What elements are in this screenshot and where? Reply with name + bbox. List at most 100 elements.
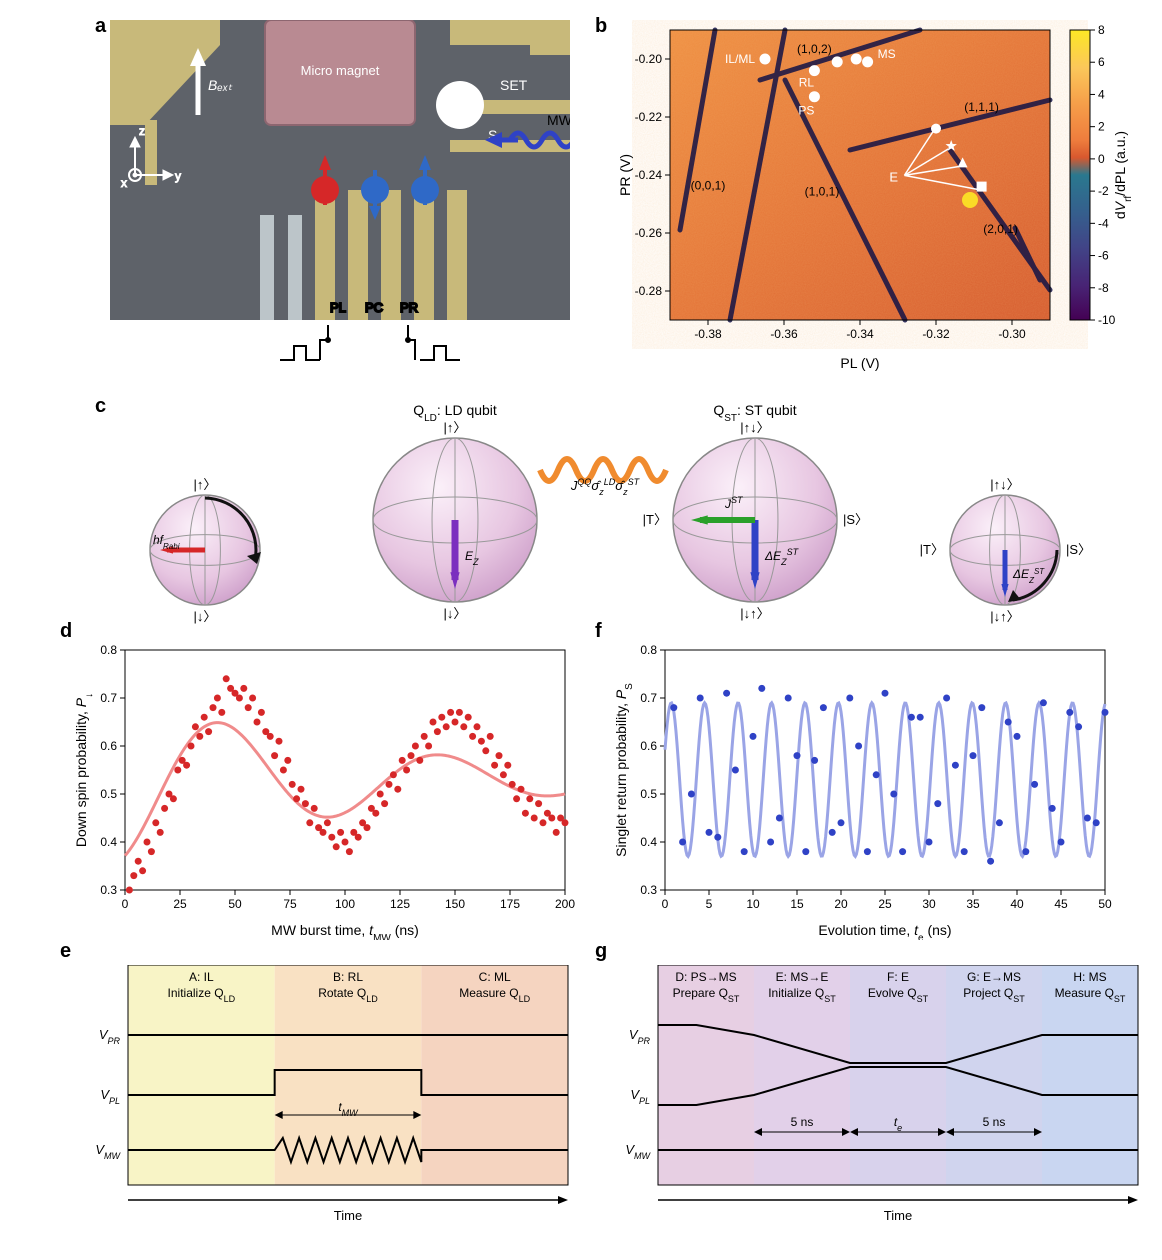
svg-text:75: 75 xyxy=(283,897,297,911)
panel-label-g: g xyxy=(595,940,607,963)
svg-text:150: 150 xyxy=(445,897,465,911)
svg-text:45: 45 xyxy=(1054,897,1068,911)
set-circle xyxy=(436,81,484,129)
svg-text:|↓〉: |↓〉 xyxy=(194,609,217,624)
svg-text:PC: PC xyxy=(365,300,383,315)
svg-text:|↑〉: |↑〉 xyxy=(444,420,467,435)
svg-text:40: 40 xyxy=(1010,897,1024,911)
svg-text:25: 25 xyxy=(878,897,892,911)
svg-text:E: E xyxy=(889,169,898,184)
svg-text:RL: RL xyxy=(799,76,815,90)
svg-text:x: x xyxy=(121,176,127,190)
svg-text:125: 125 xyxy=(390,897,410,911)
svg-text:C: ML: C: ML xyxy=(479,970,511,984)
svg-text:0.3: 0.3 xyxy=(640,883,657,897)
bloch-sphere-small-left: |↑〉|↓〉hfRabi xyxy=(150,477,261,624)
svg-text:-0.34: -0.34 xyxy=(846,327,874,341)
panel-g-pulses: D: PS→MSPrepare QSTE: MS→EInitialize QST… xyxy=(608,965,1148,1245)
gate-tr1 xyxy=(450,20,570,45)
bloch-sphere-st: |↑↓〉|↓↑〉|T〉|S〉ΔEZSTJST xyxy=(643,420,868,621)
svg-text:F: E: F: E xyxy=(887,970,909,984)
svg-text:G: E→MS: G: E→MS xyxy=(967,970,1021,984)
bloch-sphere-small-right: |↑↓〉|↓↑〉|T〉|S〉ΔEZST xyxy=(920,477,1091,624)
stability-map-noise xyxy=(670,30,1050,320)
svg-text:8: 8 xyxy=(1098,23,1105,37)
svg-text:0.4: 0.4 xyxy=(100,835,117,849)
gate-tr2 xyxy=(530,45,570,55)
svg-text:0.5: 0.5 xyxy=(100,787,117,801)
panel-e-pulses: A: ILInitialize QLDB: RLRotate QLDC: MLM… xyxy=(78,965,578,1245)
svg-text:5: 5 xyxy=(706,897,713,911)
svg-text:-0.24: -0.24 xyxy=(635,168,663,182)
svg-text:0.6: 0.6 xyxy=(100,739,117,753)
coupling-label: JQQσ̂zLDσ̂zST xyxy=(570,477,641,497)
panel-c-bloch: |↑〉|↓〉EZ |↑↓〉|↓↑〉|T〉|S〉ΔEZSTJST |↑〉|↓〉hf… xyxy=(95,400,1115,645)
svg-text:-0.28: -0.28 xyxy=(635,284,663,298)
svg-text:0.8: 0.8 xyxy=(100,643,117,657)
svg-text:(1,1,1): (1,1,1) xyxy=(964,100,999,114)
svg-text:|↓↑〉: |↓↑〉 xyxy=(990,609,1019,624)
svg-text:|T〉: |T〉 xyxy=(643,512,667,527)
svg-text:y: y xyxy=(175,169,181,183)
svg-text:0.7: 0.7 xyxy=(640,691,657,705)
b-xlabel: PL (V) xyxy=(840,355,879,371)
panel-label-b: b xyxy=(595,15,607,38)
svg-text:|↓↑〉: |↓↑〉 xyxy=(740,606,769,621)
d-xlabel: MW burst time, tMW (ns) xyxy=(271,922,419,940)
svg-text:0.7: 0.7 xyxy=(100,691,117,705)
svg-text:z: z xyxy=(139,124,145,138)
panel-b-stability: -0.38-0.36-0.34-0.32-0.30-0.28-0.26-0.24… xyxy=(615,20,1135,380)
svg-text:50: 50 xyxy=(228,897,242,911)
panel-label-a: a xyxy=(95,15,106,38)
svg-text:PL: PL xyxy=(330,300,346,315)
svg-text:VPL: VPL xyxy=(630,1087,650,1106)
svg-text:-6: -6 xyxy=(1098,249,1109,263)
mw-label: MW xyxy=(547,112,570,128)
svg-text:-0.36: -0.36 xyxy=(770,327,798,341)
svg-text:VMW: VMW xyxy=(95,1142,121,1161)
f-ylabel: Singlet return probability, PS xyxy=(613,683,635,857)
svg-text:|↓〉: |↓〉 xyxy=(444,606,467,621)
svg-text:0: 0 xyxy=(1098,152,1105,166)
panel-label-e: e xyxy=(60,940,71,963)
svg-text:H: MS: H: MS xyxy=(1073,970,1106,984)
svg-text:5 ns: 5 ns xyxy=(791,1115,814,1129)
svg-text:-8: -8 xyxy=(1098,281,1109,295)
svg-text:5 ns: 5 ns xyxy=(983,1115,1006,1129)
svg-text:(1,0,1): (1,0,1) xyxy=(805,184,840,198)
panel-d-rabi: 02550751001251501752000.30.40.50.60.70.8… xyxy=(70,640,580,940)
svg-text:B: RL: B: RL xyxy=(333,970,363,984)
panel-f-st: 051015202530354045500.30.40.50.60.70.8 E… xyxy=(610,640,1120,940)
svg-text:|S〉: |S〉 xyxy=(1066,542,1091,557)
bloch-sphere-ld: |↑〉|↓〉EZ xyxy=(373,420,537,621)
svg-text:0.4: 0.4 xyxy=(640,835,657,849)
svg-text:Time: Time xyxy=(334,1208,362,1223)
svg-text:PS: PS xyxy=(798,104,814,118)
set-label: SET xyxy=(500,77,528,93)
svg-text:0.6: 0.6 xyxy=(640,739,657,753)
svg-text:20: 20 xyxy=(834,897,848,911)
f-xlabel: Evolution time, te (ns) xyxy=(818,922,951,940)
svg-text:30: 30 xyxy=(922,897,936,911)
colorbar: -10-8-6-4-202468 xyxy=(1070,23,1116,327)
svg-text:(1,0,2): (1,0,2) xyxy=(797,42,832,56)
svg-text:MS: MS xyxy=(878,47,896,61)
b-ylabel: PR (V) xyxy=(617,154,633,196)
svg-text:-0.32: -0.32 xyxy=(922,327,950,341)
svg-text:IL/ML: IL/ML xyxy=(725,52,755,66)
svg-text:0: 0 xyxy=(122,897,129,911)
svg-text:10: 10 xyxy=(746,897,760,911)
svg-text:35: 35 xyxy=(966,897,980,911)
svg-text:-0.30: -0.30 xyxy=(998,327,1026,341)
svg-text:-2: -2 xyxy=(1098,184,1109,198)
svg-text:-0.22: -0.22 xyxy=(635,110,663,124)
svg-text:2: 2 xyxy=(1098,120,1105,134)
bright-spot xyxy=(962,192,978,208)
svg-text:175: 175 xyxy=(500,897,520,911)
svg-text:|↑↓〉: |↑↓〉 xyxy=(990,477,1019,492)
svg-text:-0.26: -0.26 xyxy=(635,226,663,240)
svg-text:25: 25 xyxy=(173,897,187,911)
svg-text:-10: -10 xyxy=(1098,313,1116,327)
svg-text:0.5: 0.5 xyxy=(640,787,657,801)
figure-root: a b c d e f g Micro magnet SET S Bₑₓₜ xyxy=(0,0,1162,1260)
